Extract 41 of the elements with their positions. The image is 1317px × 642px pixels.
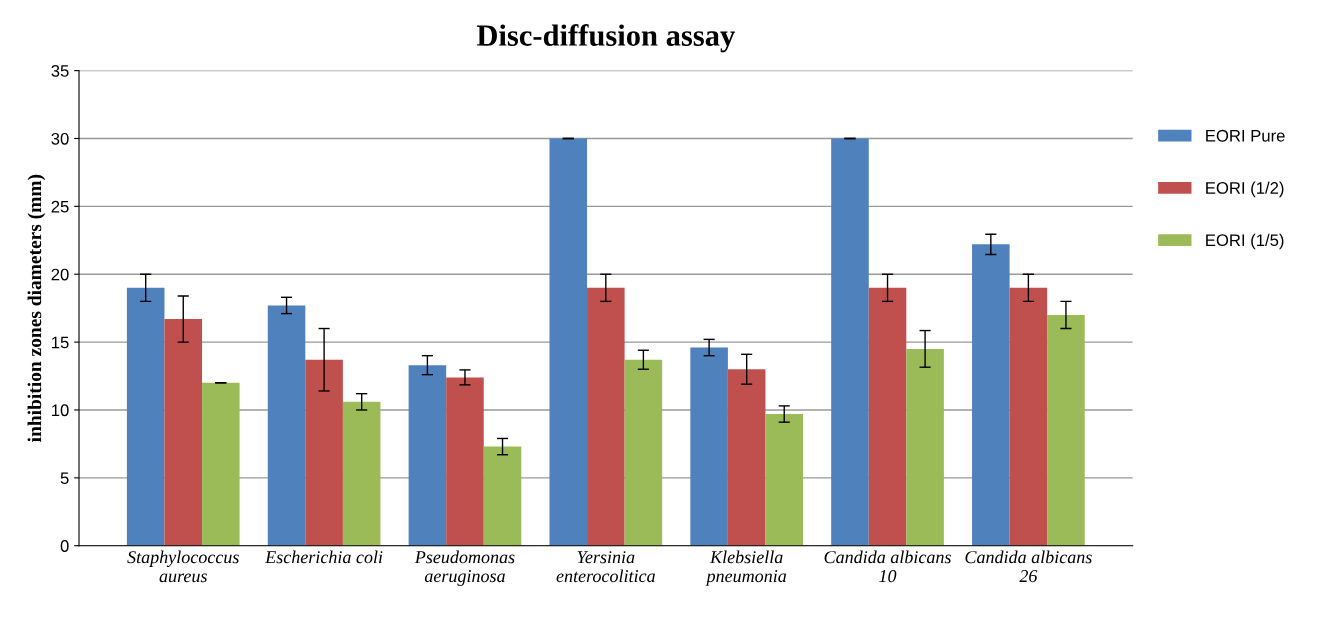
bar: [868, 287, 907, 546]
x-tick-label: Candida albicans 26: [965, 550, 1092, 583]
y-tick-label: 25: [51, 200, 69, 213]
bar: [831, 138, 869, 546]
legend-label: EORI Pure: [1206, 129, 1285, 142]
x-tick-label: Klebsiella pneumonia: [705, 550, 787, 586]
legend-label: EORI (1/5): [1206, 233, 1284, 250]
bar: [446, 377, 484, 546]
x-tick-label: Candida albicans 10: [824, 550, 951, 583]
x-tick-label: Pseudomonas aeruginosa: [414, 550, 515, 586]
y-axis-title: inhibition zones diameters (mm): [27, 174, 46, 442]
bar: [267, 305, 306, 546]
legend-label: EORI (1/2): [1206, 181, 1284, 198]
bar: [690, 347, 728, 546]
bar: [202, 382, 240, 546]
y-tick-label: 15: [52, 336, 69, 349]
bar: [972, 244, 1010, 546]
bar: [164, 319, 203, 546]
bar: [342, 401, 381, 546]
x-tick-label: Escherichia coli: [264, 550, 383, 564]
bar: [1009, 287, 1048, 546]
y-tick-label: 0: [60, 540, 69, 552]
bar: [587, 287, 625, 546]
bar: [624, 359, 663, 546]
y-tick-label: 35: [51, 65, 69, 77]
y-tick-label: 30: [51, 132, 69, 145]
bar: [126, 287, 165, 546]
bar: [765, 414, 804, 546]
y-tick-label: 10: [52, 404, 69, 417]
chart-title: Disc-diffusion assay: [476, 24, 735, 53]
bar: [408, 365, 447, 546]
x-tick-label: Staphylococcus aureus: [127, 550, 239, 583]
y-tick-label: 20: [51, 268, 69, 281]
y-tick-label: 5: [60, 472, 69, 485]
bar: [1047, 314, 1085, 546]
x-tick-label: Yersinia enterocolitica: [556, 551, 655, 583]
bar: [305, 359, 343, 546]
bar: [549, 138, 588, 546]
bar: [483, 446, 522, 546]
bar: [906, 348, 944, 546]
bar: [727, 369, 766, 546]
